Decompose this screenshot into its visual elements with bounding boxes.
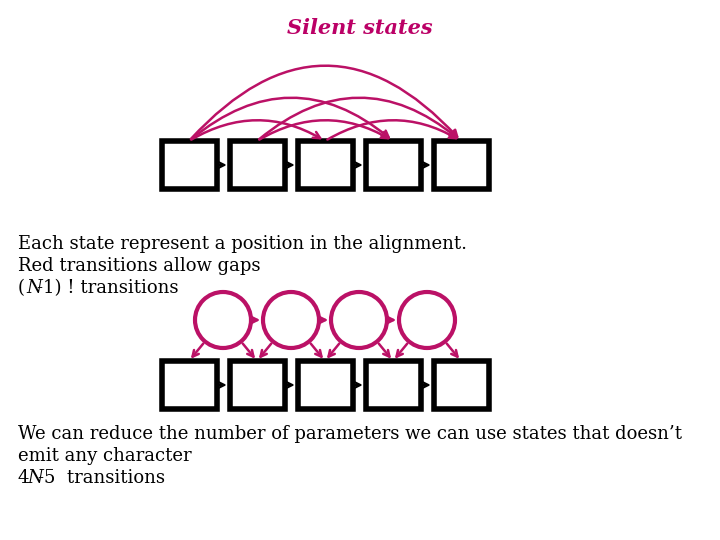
Text: Each state represent a position in the alignment.: Each state represent a position in the a… [18, 235, 467, 253]
Text: -1) ! transitions: -1) ! transitions [37, 279, 179, 297]
Bar [366, 141, 420, 189]
Bar [161, 141, 217, 189]
Bar [433, 141, 488, 189]
Text: emit any character: emit any character [18, 447, 192, 465]
Bar [297, 141, 353, 189]
Text: N: N [26, 279, 42, 297]
Bar [230, 141, 284, 189]
Text: We can reduce the number of parameters we can use states that doesn’t: We can reduce the number of parameters w… [18, 425, 682, 443]
Text: N: N [27, 469, 42, 487]
Bar [161, 361, 217, 409]
Bar [230, 361, 284, 409]
Text: (: ( [18, 279, 25, 297]
Text: 4: 4 [18, 469, 30, 487]
Bar [297, 361, 353, 409]
Bar [366, 361, 420, 409]
Text: -5  transitions: -5 transitions [38, 469, 165, 487]
Text: Silent states: Silent states [287, 18, 433, 38]
Bar [433, 361, 488, 409]
Text: Red transitions allow gaps: Red transitions allow gaps [18, 257, 261, 275]
